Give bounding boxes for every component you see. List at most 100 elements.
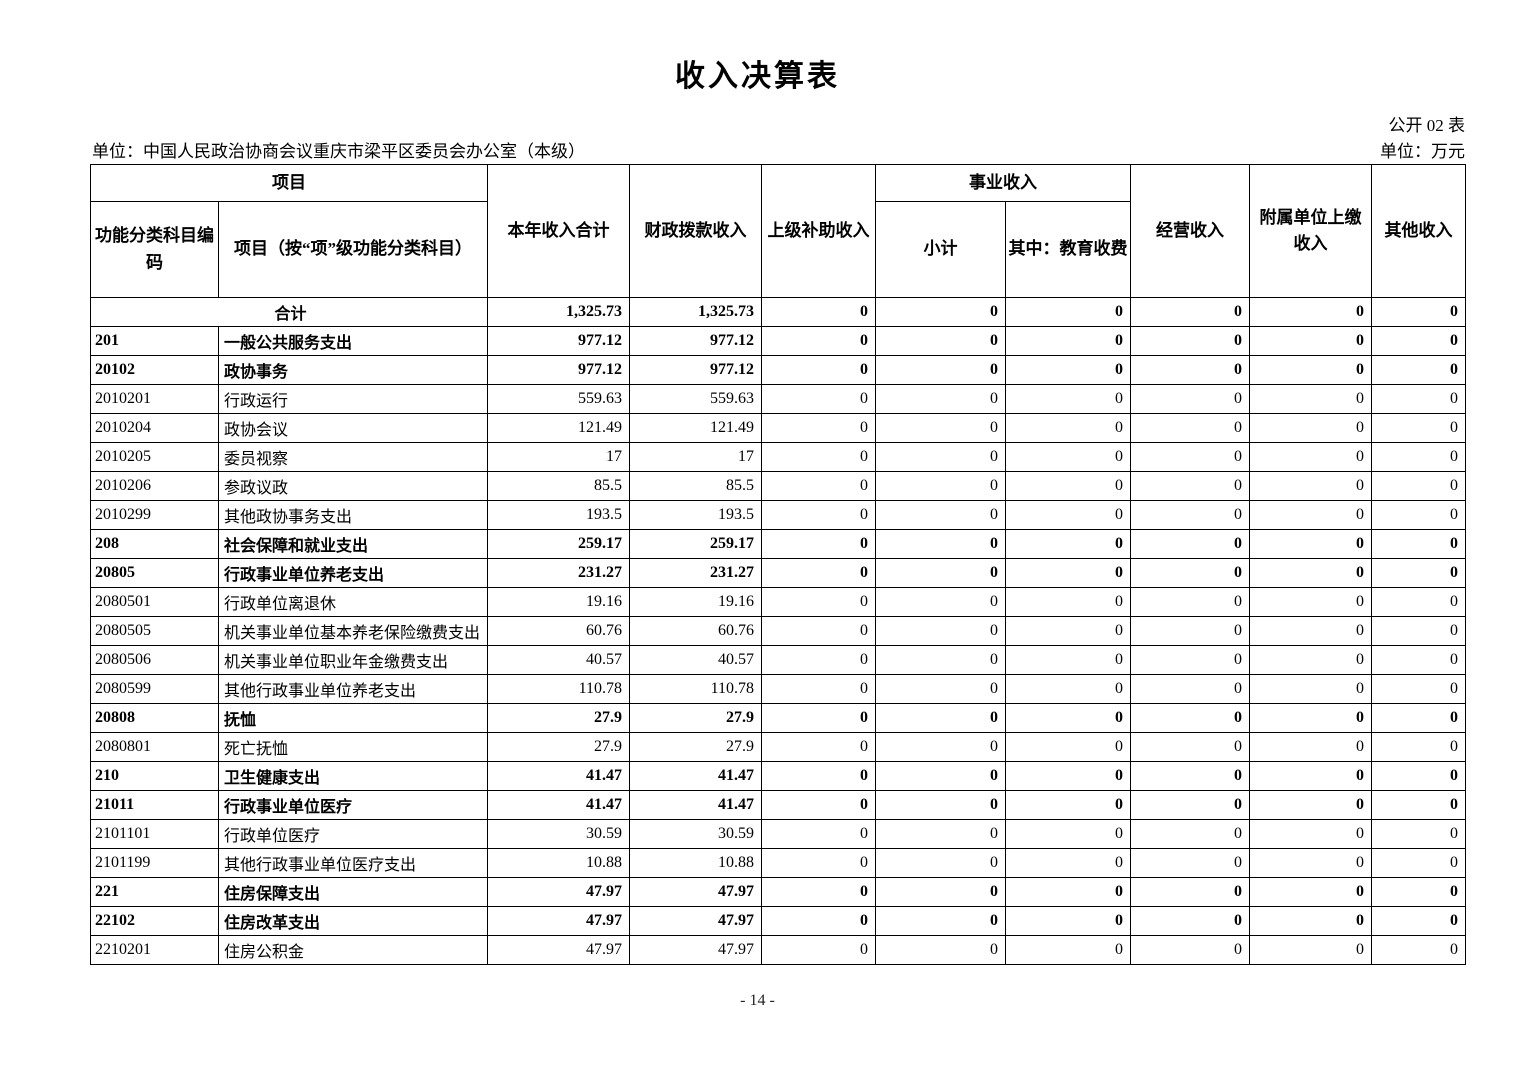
row-code-cell: 2080801	[90, 732, 219, 762]
row-value-cell: 0	[1005, 616, 1131, 646]
row-value-cell: 0	[1130, 848, 1250, 878]
table-row: 2010206 参政议政 85.5 85.5 0 0 0 0 0 0	[90, 471, 1466, 501]
row-value-cell: 0	[1249, 529, 1372, 559]
row-value-cell: 10.88	[487, 848, 630, 878]
row-code-cell: 201	[90, 326, 219, 356]
row-value-cell: 0	[1371, 761, 1466, 791]
table-row: 20808 抚恤 27.9 27.9 0 0 0 0 0 0	[90, 703, 1466, 733]
row-value-cell: 0	[1249, 500, 1372, 530]
row-value-cell: 0	[1371, 616, 1466, 646]
table-row: 2210201 住房公积金 47.97 47.97 0 0 0 0 0 0	[90, 935, 1466, 965]
row-name-cell: 合计	[90, 297, 488, 327]
row-name-cell: 政协会议	[218, 413, 488, 443]
row-value-cell: 0	[875, 906, 1006, 936]
row-code-cell: 2210201	[90, 935, 219, 965]
row-value-cell: 0	[1130, 355, 1250, 385]
row-value-cell: 0	[1130, 877, 1250, 907]
row-value-cell: 0	[1130, 326, 1250, 356]
header-operating-income: 经营收入	[1130, 164, 1250, 298]
row-value-cell: 1,325.73	[487, 297, 630, 327]
row-name-cell: 委员视察	[218, 442, 488, 472]
header-total-income: 本年收入合计	[487, 164, 630, 298]
row-value-cell: 0	[761, 732, 876, 762]
row-value-cell: 0	[1249, 384, 1372, 414]
row-name-cell: 其他行政事业单位医疗支出	[218, 848, 488, 878]
row-value-cell: 0	[1130, 442, 1250, 472]
row-value-cell: 977.12	[487, 326, 630, 356]
row-name-cell: 其他行政事业单位养老支出	[218, 674, 488, 704]
table-row: 2080801 死亡抚恤 27.9 27.9 0 0 0 0 0 0	[90, 732, 1466, 762]
row-value-cell: 0	[1130, 935, 1250, 965]
row-value-cell: 0	[1005, 558, 1131, 588]
header-superior-subsidy: 上级补助收入	[761, 164, 876, 298]
row-value-cell: 0	[761, 703, 876, 733]
row-value-cell: 0	[1371, 587, 1466, 617]
header-function-code: 功能分类科目编码	[90, 201, 219, 298]
row-value-cell: 0	[761, 877, 876, 907]
row-value-cell: 0	[761, 674, 876, 704]
table-row: 2010205 委员视察 17 17 0 0 0 0 0 0	[90, 442, 1466, 472]
row-value-cell: 0	[1371, 790, 1466, 820]
row-code-cell: 2010299	[90, 500, 219, 530]
row-value-cell: 0	[875, 732, 1006, 762]
row-value-cell: 41.47	[487, 761, 630, 791]
row-value-cell: 0	[761, 935, 876, 965]
row-name-cell: 一般公共服务支出	[218, 326, 488, 356]
table-row: 201 一般公共服务支出 977.12 977.12 0 0 0 0 0 0	[90, 326, 1466, 356]
row-value-cell: 231.27	[629, 558, 762, 588]
row-value-cell: 0	[1130, 558, 1250, 588]
row-value-cell: 0	[1130, 645, 1250, 675]
currency-unit-label: 单位：万元	[1380, 142, 1465, 161]
row-value-cell: 0	[1371, 877, 1466, 907]
row-value-cell: 0	[1371, 442, 1466, 472]
row-value-cell: 0	[1005, 529, 1131, 559]
row-value-cell: 0	[875, 616, 1006, 646]
row-value-cell: 0	[1371, 471, 1466, 501]
row-value-cell: 41.47	[629, 790, 762, 820]
doc-number-label: 公开 02 表	[1388, 116, 1466, 135]
table-row: 208 社会保障和就业支出 259.17 259.17 0 0 0 0 0 0	[90, 529, 1466, 559]
row-value-cell: 0	[875, 558, 1006, 588]
row-value-cell: 0	[1371, 674, 1466, 704]
row-value-cell: 259.17	[629, 529, 762, 559]
row-value-cell: 47.97	[629, 877, 762, 907]
row-value-cell: 0	[761, 500, 876, 530]
row-value-cell: 0	[1005, 935, 1131, 965]
row-value-cell: 0	[1130, 703, 1250, 733]
table-row: 2010204 政协会议 121.49 121.49 0 0 0 0 0 0	[90, 413, 1466, 443]
row-value-cell: 0	[1249, 674, 1372, 704]
row-value-cell: 0	[1005, 355, 1131, 385]
table-row: 210 卫生健康支出 41.47 41.47 0 0 0 0 0 0	[90, 761, 1466, 791]
row-value-cell: 0	[875, 500, 1006, 530]
row-value-cell: 231.27	[487, 558, 630, 588]
row-value-cell: 0	[1130, 732, 1250, 762]
row-value-cell: 0	[875, 877, 1006, 907]
table-row: 2080505 机关事业单位基本养老保险缴费支出 60.76 60.76 0 0 0 0 0 0	[90, 616, 1466, 646]
header-project-group: 项目	[90, 164, 488, 202]
row-value-cell: 0	[875, 442, 1006, 472]
row-code-cell: 2101199	[90, 848, 219, 878]
row-value-cell: 0	[875, 326, 1006, 356]
row-name-cell: 行政单位医疗	[218, 819, 488, 849]
row-value-cell: 27.9	[629, 703, 762, 733]
table-row: 22102 住房改革支出 47.97 47.97 0 0 0 0 0 0	[90, 906, 1466, 936]
row-value-cell: 0	[875, 645, 1006, 675]
row-name-cell: 参政议政	[218, 471, 488, 501]
row-value-cell: 41.47	[629, 761, 762, 791]
row-value-cell: 977.12	[487, 355, 630, 385]
row-value-cell: 0	[761, 297, 876, 327]
income-statement-table: 项目 本年收入合计 财政拨款收入 上级补助收入 事业收入 经营收入 附属单位上缴…	[90, 164, 1466, 965]
row-value-cell: 0	[875, 761, 1006, 791]
row-value-cell: 0	[761, 761, 876, 791]
row-value-cell: 0	[1005, 500, 1131, 530]
row-value-cell: 0	[761, 819, 876, 849]
row-value-cell: 85.5	[629, 471, 762, 501]
row-value-cell: 0	[1249, 297, 1372, 327]
row-value-cell: 0	[1371, 906, 1466, 936]
row-value-cell: 0	[875, 935, 1006, 965]
row-value-cell: 27.9	[487, 703, 630, 733]
row-value-cell: 0	[1249, 471, 1372, 501]
row-value-cell: 0	[761, 645, 876, 675]
row-value-cell: 0	[1249, 935, 1372, 965]
row-value-cell: 19.16	[487, 587, 630, 617]
